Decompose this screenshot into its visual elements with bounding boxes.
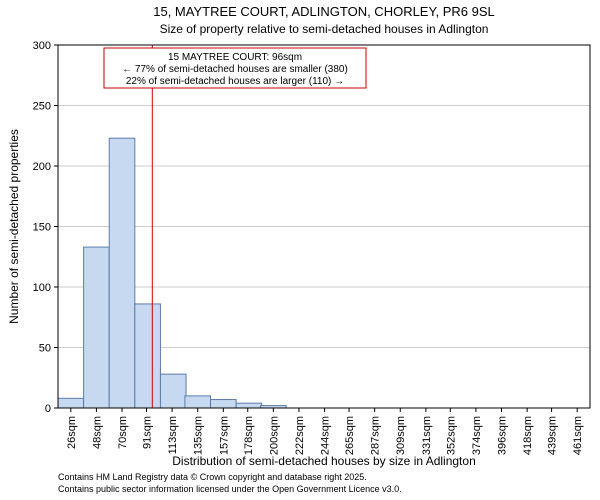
xlabel: Distribution of semi-detached houses by … bbox=[172, 454, 476, 468]
annotation-line: ← 77% of semi-detached houses are smalle… bbox=[122, 64, 348, 75]
histogram-bar bbox=[109, 138, 135, 408]
ytick-label: 150 bbox=[33, 222, 51, 234]
xtick-label: 439sqm bbox=[547, 416, 559, 455]
histogram-bar bbox=[84, 247, 110, 408]
histogram-bar bbox=[185, 396, 211, 408]
credits-line: Contains public sector information licen… bbox=[58, 484, 402, 494]
ytick-label: 250 bbox=[33, 101, 51, 113]
xtick-label: 374sqm bbox=[471, 416, 483, 455]
xtick-label: 309sqm bbox=[395, 416, 407, 455]
chart-subtitle: Size of property relative to semi-detach… bbox=[160, 22, 489, 36]
xtick-label: 265sqm bbox=[344, 416, 356, 455]
chart-title: 15, MAYTREE COURT, ADLINGTON, CHORLEY, P… bbox=[153, 4, 494, 19]
ytick-label: 0 bbox=[45, 403, 51, 415]
ytick-label: 100 bbox=[33, 282, 51, 294]
annotation-line: 15 MAYTREE COURT: 96sqm bbox=[168, 52, 302, 63]
xtick-label: 244sqm bbox=[320, 416, 332, 455]
xtick-label: 352sqm bbox=[445, 416, 457, 455]
xtick-label: 91sqm bbox=[141, 416, 153, 449]
histogram-bar bbox=[135, 304, 161, 408]
xtick-label: 418sqm bbox=[522, 416, 534, 455]
xtick-label: 178sqm bbox=[243, 416, 255, 455]
xtick-label: 461sqm bbox=[572, 416, 584, 455]
xtick-label: 396sqm bbox=[497, 416, 509, 455]
xtick-label: 287sqm bbox=[370, 416, 382, 455]
annotation-line: 22% of semi-detached houses are larger (… bbox=[126, 76, 344, 87]
xtick-label: 26sqm bbox=[66, 416, 78, 449]
histogram-bar bbox=[160, 374, 186, 408]
ylabel: Number of semi-detached properties bbox=[7, 129, 21, 324]
xtick-label: 200sqm bbox=[268, 416, 280, 455]
xtick-label: 222sqm bbox=[294, 416, 306, 455]
ytick-label: 200 bbox=[33, 161, 51, 173]
xtick-label: 48sqm bbox=[91, 416, 103, 449]
histogram-bar bbox=[236, 403, 262, 408]
xtick-label: 70sqm bbox=[117, 416, 129, 449]
property-size-histogram: 15, MAYTREE COURT, ADLINGTON, CHORLEY, P… bbox=[0, 0, 600, 500]
xtick-label: 157sqm bbox=[218, 416, 230, 455]
xtick-label: 113sqm bbox=[167, 416, 179, 454]
xtick-label: 135sqm bbox=[193, 416, 205, 455]
xtick-label: 331sqm bbox=[421, 416, 433, 455]
histogram-bar bbox=[210, 400, 236, 408]
ytick-label: 300 bbox=[33, 40, 51, 52]
histogram-bar bbox=[58, 398, 84, 408]
credits-line: Contains HM Land Registry data © Crown c… bbox=[58, 472, 367, 482]
ytick-label: 50 bbox=[39, 343, 51, 355]
